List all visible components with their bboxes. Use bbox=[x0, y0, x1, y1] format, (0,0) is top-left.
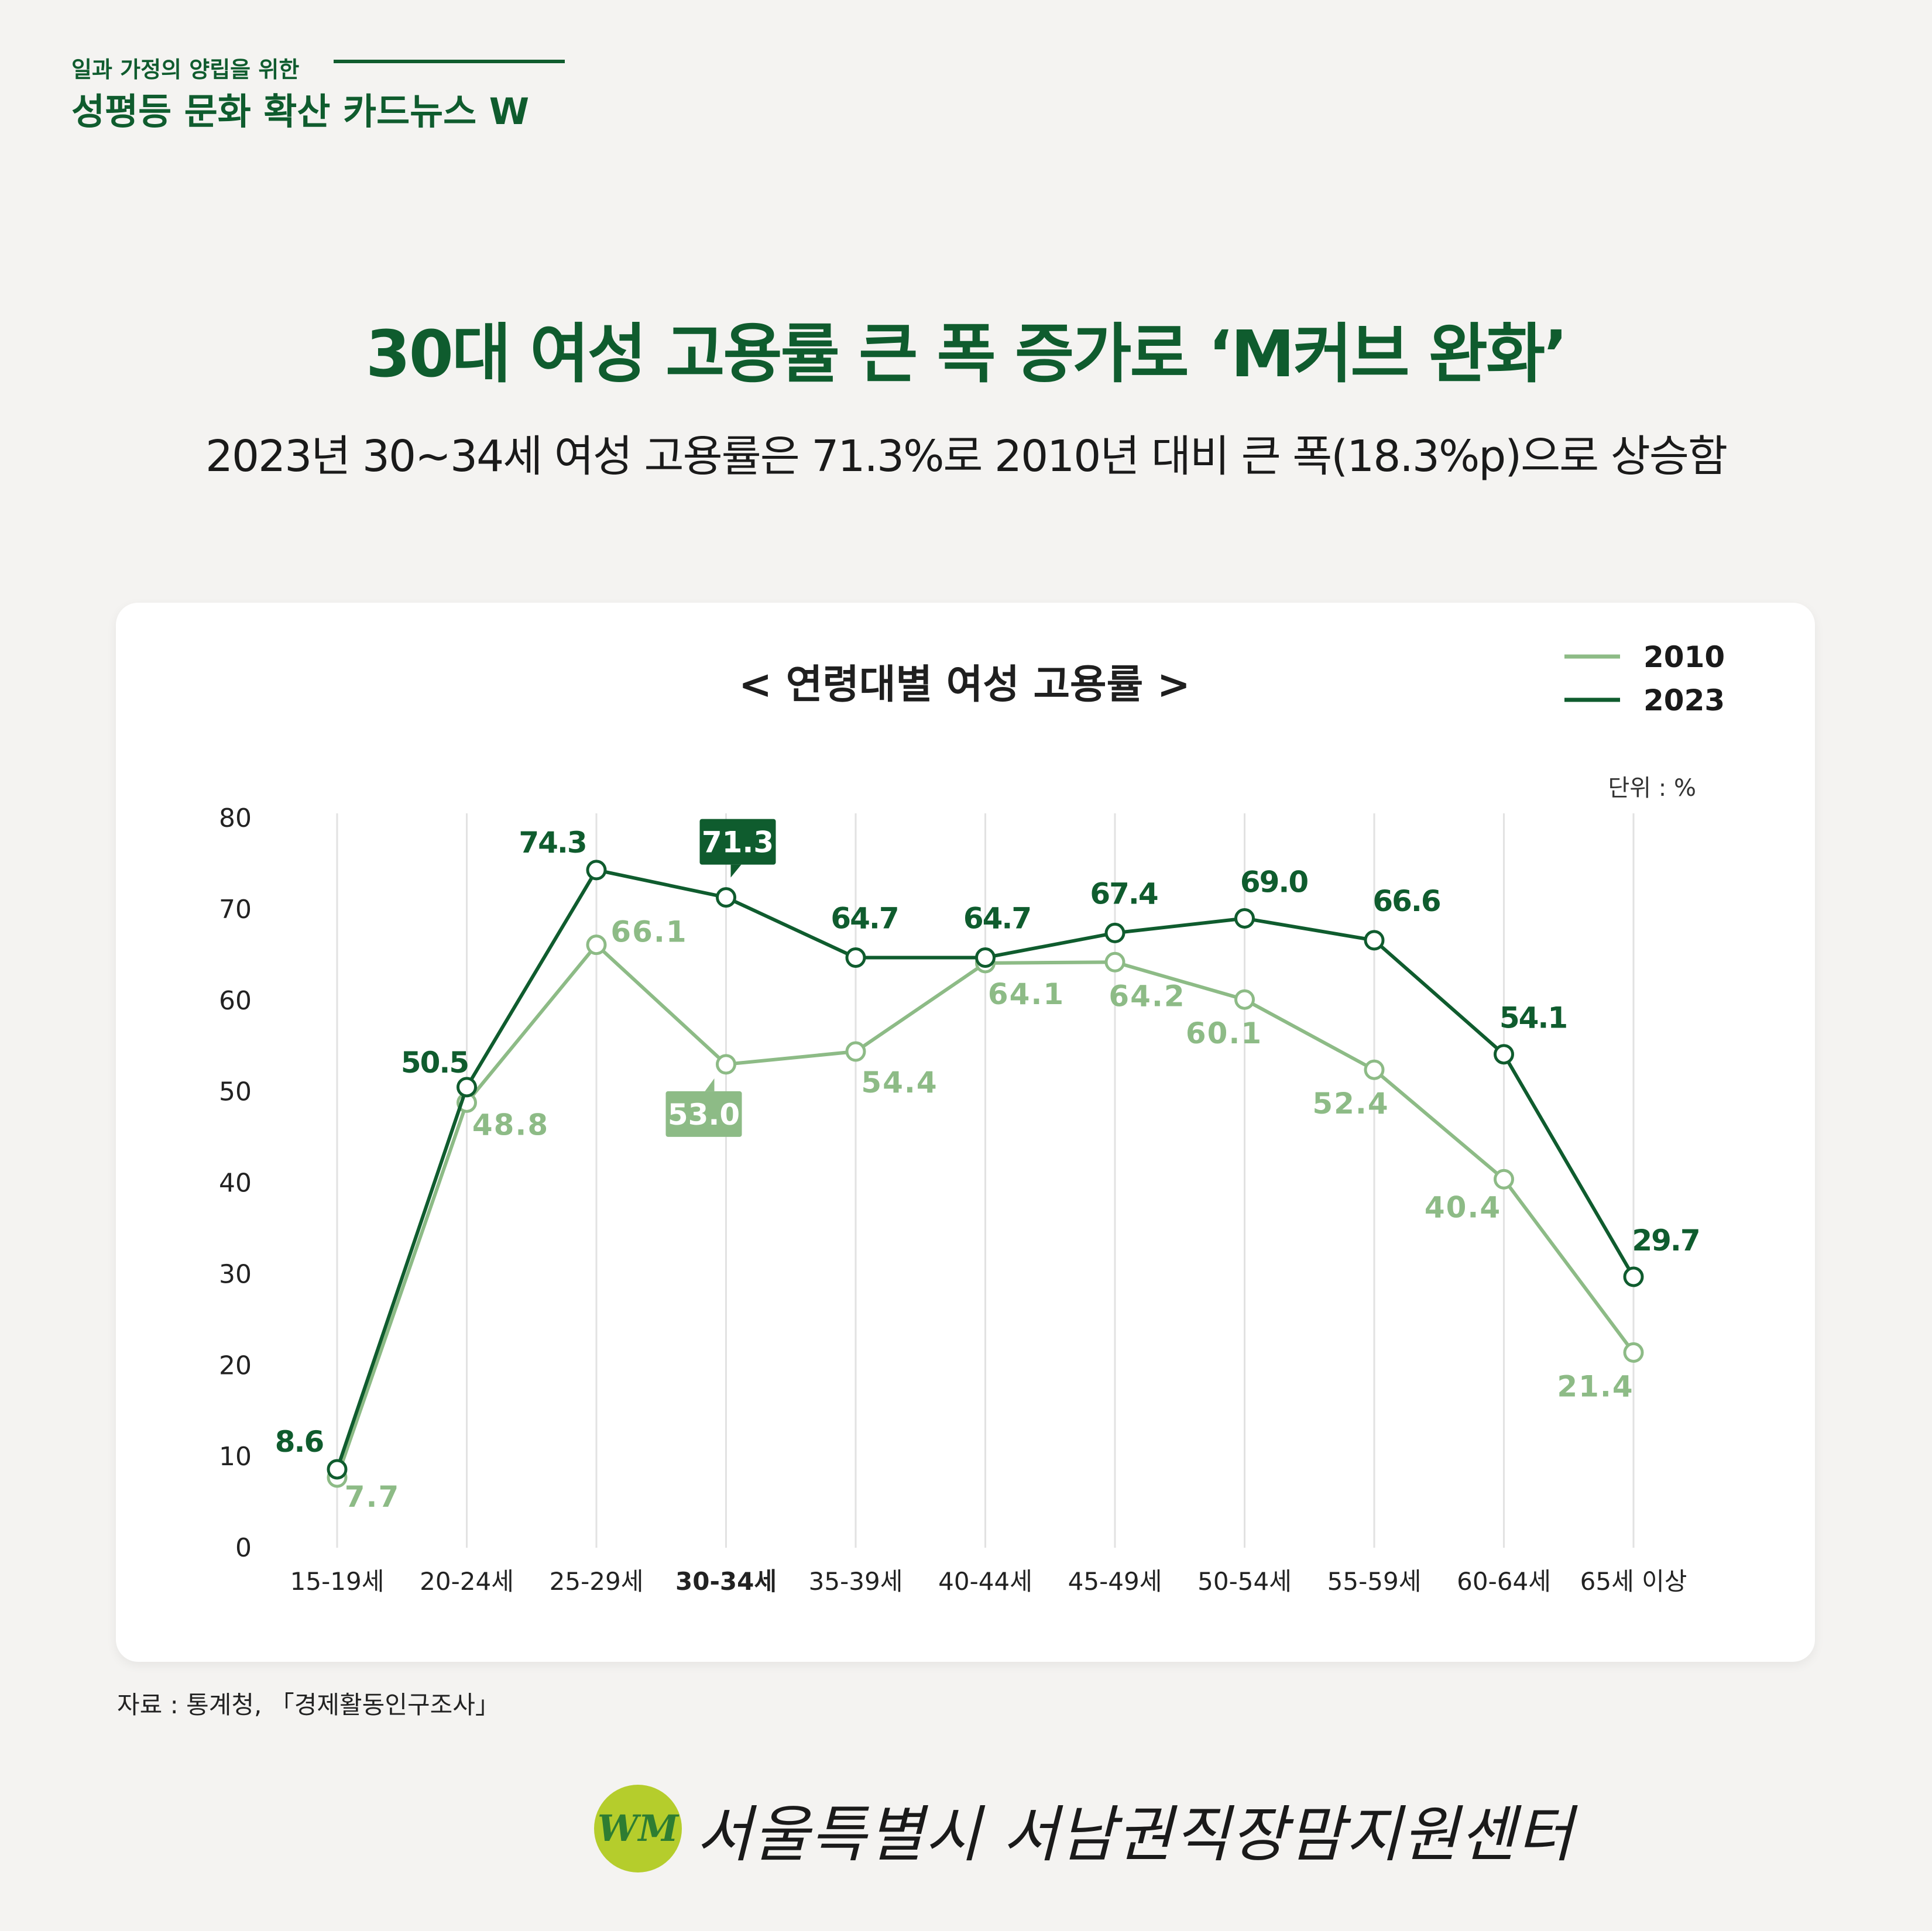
legend: 2010 2023 bbox=[1564, 640, 1725, 717]
data-point-2010 bbox=[1234, 989, 1255, 1010]
y-tick-label: 60 bbox=[219, 986, 252, 1016]
callout-box bbox=[699, 819, 776, 865]
value-label: 8.6 bbox=[275, 1425, 324, 1459]
value-labels: 7.7 48.8 66.1 53.0 54.4 64.1 64.260.1 52.4 40.4 2… bbox=[275, 819, 1701, 1514]
data-point-2010 bbox=[1364, 1059, 1385, 1080]
value-label: 60.1 bbox=[1186, 1016, 1262, 1050]
legend-label: 2010 bbox=[1643, 640, 1725, 674]
data-point-2010 bbox=[1623, 1342, 1644, 1363]
data-point-2023 bbox=[1623, 1266, 1644, 1287]
data-point-2010 bbox=[716, 1054, 736, 1075]
x-tick-label: 40-44세 bbox=[938, 1567, 1032, 1596]
value-label: 64.7 bbox=[963, 901, 1031, 935]
x-tick-label: 35-39세 bbox=[809, 1567, 903, 1596]
logo-icon: WM bbox=[597, 1807, 679, 1850]
x-tick-label: 20-24세 bbox=[420, 1567, 514, 1596]
data-point-2023 bbox=[327, 1459, 348, 1480]
value-label: 64.7 bbox=[831, 901, 898, 935]
value-label: 69.0 bbox=[1240, 865, 1308, 899]
page-title: 30대 여성 고용률 큰 폭 증가로 ‘M커브 완화’ bbox=[365, 317, 1568, 391]
data-point-2023 bbox=[975, 947, 996, 968]
x-tick-label: 65세 이상 bbox=[1580, 1567, 1687, 1596]
x-tick-label: 15-19세 bbox=[290, 1567, 385, 1596]
data-point-2023 bbox=[845, 947, 866, 968]
series bbox=[327, 860, 1644, 1488]
y-tick-label: 30 bbox=[219, 1259, 252, 1289]
data-point-2023 bbox=[586, 860, 607, 881]
x-tick-label: 55-59세 bbox=[1327, 1567, 1422, 1596]
value-label: 54.1 bbox=[1499, 1001, 1567, 1035]
x-tick-label: 45-49세 bbox=[1068, 1567, 1162, 1596]
data-point-2023 bbox=[1104, 922, 1125, 943]
value-label: 67.4 bbox=[1090, 877, 1158, 910]
y-tick-label: 0 bbox=[235, 1533, 252, 1563]
data-point-2010 bbox=[586, 934, 607, 956]
value-label: 66.6 bbox=[1372, 884, 1440, 918]
series-tag: 일과 가정의 양립을 위한 bbox=[71, 57, 300, 83]
logo: WM bbox=[594, 1785, 682, 1872]
y-tick-label: 80 bbox=[219, 803, 252, 833]
chart-title: < 연령대별 여성 고용률 > bbox=[739, 662, 1190, 708]
value-label: 48.8 bbox=[472, 1108, 549, 1142]
legend-label: 2023 bbox=[1643, 683, 1725, 717]
data-point-2023 bbox=[1494, 1044, 1514, 1065]
x-tick-label: 50-54세 bbox=[1197, 1567, 1292, 1596]
x-tick-label: 30-34세 bbox=[675, 1567, 777, 1596]
value-label: 50.5 bbox=[401, 1046, 468, 1080]
value-label: 64.1 bbox=[988, 977, 1065, 1011]
callout-pointer bbox=[730, 864, 742, 878]
data-point-2010 bbox=[845, 1041, 866, 1062]
footer: WM 서울특별시 서남권직장맘지원센터 bbox=[594, 1779, 1574, 1878]
header-rule bbox=[334, 60, 565, 63]
value-label: 64.2 bbox=[1109, 979, 1185, 1013]
source-note: 자료 : 통계청, 「경제활동인구조사」 bbox=[117, 1691, 500, 1719]
organization-name: 서울특별시 서남권직장맘지원센터 bbox=[696, 1798, 1574, 1870]
y-tick-label: 10 bbox=[219, 1442, 252, 1472]
value-label: 53.0 bbox=[668, 1098, 740, 1132]
data-point-2023 bbox=[1234, 908, 1255, 929]
data-point-2023 bbox=[716, 887, 736, 908]
data-point-2023 bbox=[457, 1077, 477, 1098]
value-label: 54.4 bbox=[861, 1066, 938, 1099]
unit-note: 단위 : % bbox=[1608, 775, 1696, 802]
x-tick-label: 60-64세 bbox=[1457, 1567, 1551, 1596]
data-point-2010 bbox=[1494, 1169, 1514, 1190]
value-label: 71.3 bbox=[702, 826, 774, 860]
value-label: 29.7 bbox=[1632, 1224, 1699, 1257]
value-label: 52.4 bbox=[1312, 1087, 1389, 1121]
data-point-2023 bbox=[1364, 930, 1385, 951]
value-label: 40.4 bbox=[1425, 1190, 1501, 1224]
callout-box bbox=[665, 1091, 742, 1137]
y-tick-label: 70 bbox=[219, 895, 252, 925]
value-label: 7.7 bbox=[345, 1480, 400, 1514]
value-label: 74.3 bbox=[519, 826, 586, 860]
value-label: 66.1 bbox=[610, 915, 687, 949]
page-subtitle: 2023년 30~34세 여성 고용률은 71.3%로 2010년 대비 큰 폭… bbox=[205, 431, 1728, 482]
y-tick-label: 50 bbox=[219, 1077, 252, 1107]
line-chart: < 연령대별 여성 고용률 > 2010 2023 단위 : % 0 10 20 30 4… bbox=[219, 640, 1725, 1596]
x-tick-label: 25-29세 bbox=[550, 1567, 644, 1596]
y-tick-label: 40 bbox=[219, 1169, 252, 1198]
axes: 0 10 20 30 40 50 60 70 80 15-19세 20-24세 25-29세 30-34… bbox=[219, 803, 1687, 1596]
data-point-2010 bbox=[1104, 951, 1125, 973]
callout-pointer bbox=[705, 1078, 715, 1091]
chart-card: < 연령대별 여성 고용률 > 2010 2023 단위 : % 0 10 20 30 4… bbox=[116, 603, 1815, 1662]
y-tick-label: 20 bbox=[219, 1351, 252, 1380]
value-label: 21.4 bbox=[1557, 1369, 1634, 1403]
series-title: 성평등 문화 확산 카드뉴스 W bbox=[71, 90, 530, 133]
